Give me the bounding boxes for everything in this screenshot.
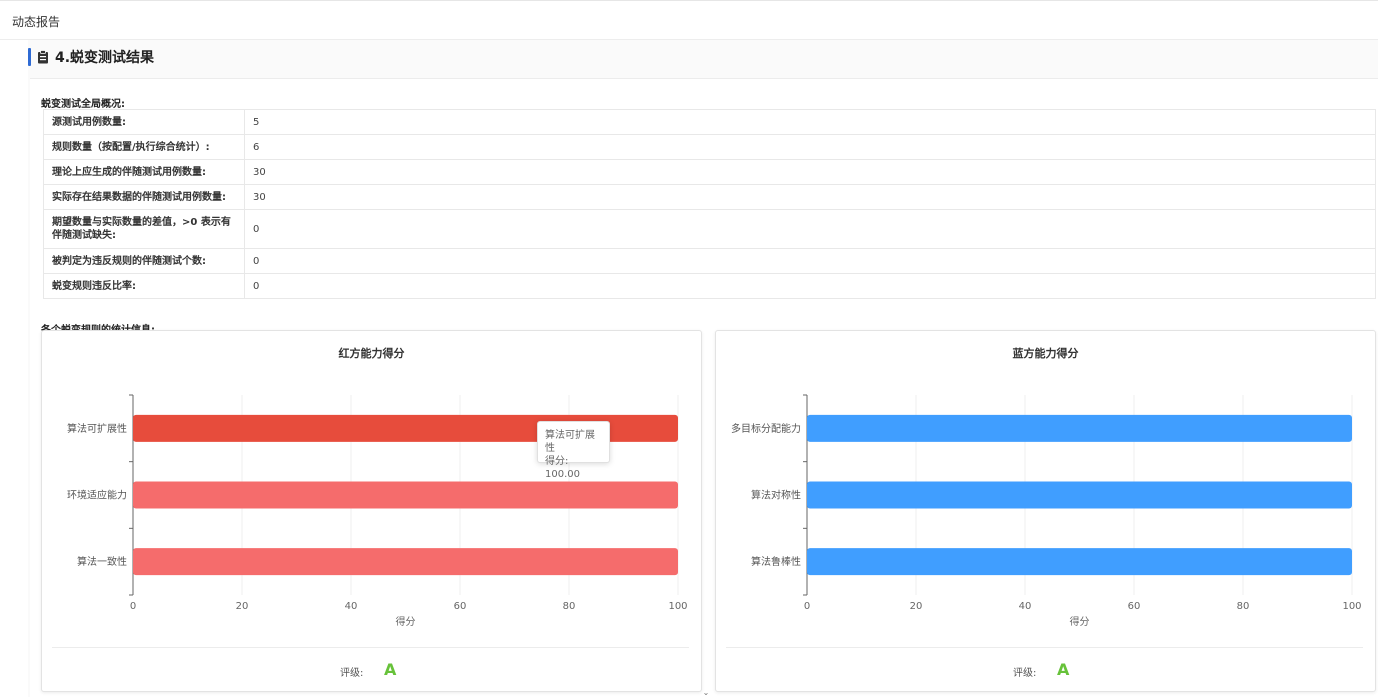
row-value: 0 <box>244 209 1376 249</box>
table-row: 实际存在结果数据的伴随测试用例数量: 30 <box>43 184 1376 210</box>
overview-label: 蜕变测试全局概况: <box>41 99 125 110</box>
x-tick-label: 0 <box>804 601 810 612</box>
category-label: 算法对称性 <box>751 489 801 502</box>
card-divider <box>52 647 689 648</box>
row-key: 实际存在结果数据的伴随测试用例数量: <box>43 184 245 210</box>
bar <box>807 548 1352 576</box>
card-divider <box>726 647 1363 648</box>
overview-table: 源测试用例数量: 5 规则数量（按配置/执行综合统计）: 6 理论上应生成的伴随测试用例… <box>43 109 1376 299</box>
table-row: 蜕变规则违反比率: 0 <box>43 273 1376 299</box>
table-row: 规则数量（按配置/执行综合统计）: 6 <box>43 134 1376 160</box>
x-tick-label: 100 <box>1342 601 1361 612</box>
category-label: 多目标分配能力 <box>731 422 801 435</box>
x-tick-label: 80 <box>563 601 576 612</box>
section-header: 4.蜕变测试结果 <box>28 48 154 66</box>
x-tick-label: 0 <box>130 601 136 612</box>
bar <box>133 548 678 576</box>
x-tick-label: 80 <box>1237 601 1250 612</box>
row-value: 30 <box>244 159 1376 185</box>
x-tick-label: 20 <box>236 601 249 612</box>
x-tick-label: 60 <box>454 601 467 612</box>
row-value: 30 <box>244 184 1376 210</box>
category-label: 算法可扩展性 <box>67 422 127 435</box>
grade-value: A <box>1057 660 1070 679</box>
category-label: 算法鲁棒性 <box>751 555 801 568</box>
chart-title: 红方能力得分 <box>338 347 405 360</box>
table-row: 理论上应生成的伴随测试用例数量: 30 <box>43 159 1376 185</box>
table-row: 期望数量与实际数量的差值，>0 表示有伴随测试缺失: 0 <box>43 209 1376 249</box>
section-accent-bar <box>28 48 31 66</box>
blue-score-chart-card: 蓝方能力得分 0 20 40 60 80 100 多目标分配能力算法对称性算法鲁棒性得分 评… <box>715 330 1376 692</box>
row-value: 6 <box>244 134 1376 160</box>
table-row: 被判定为违反规则的伴随测试个数: 0 <box>43 248 1376 274</box>
row-key: 源测试用例数量: <box>43 109 245 135</box>
tooltip-value: 得分: 100.00 <box>545 456 580 480</box>
chart-tooltip: 算法可扩展性 得分: 100.00 <box>537 421 610 480</box>
grade-label: 评级: <box>1013 668 1037 679</box>
document-icon <box>38 50 48 64</box>
x-tick-label: 40 <box>345 601 358 612</box>
top-bar: 动态报告 <box>0 0 1378 40</box>
row-key: 被判定为违反规则的伴随测试个数: <box>43 248 245 274</box>
row-key: 理论上应生成的伴随测试用例数量: <box>43 159 245 185</box>
page-title: 动态报告 <box>12 15 61 29</box>
x-axis-title: 得分 <box>1070 616 1090 628</box>
section-heading: 4.蜕变测试结果 <box>55 50 155 66</box>
category-label: 算法一致性 <box>77 555 127 568</box>
x-tick-label: 20 <box>910 601 923 612</box>
x-tick-label: 40 <box>1019 601 1032 612</box>
row-key: 蜕变规则违反比率: <box>43 273 245 299</box>
chart-title: 蓝方能力得分 <box>1012 347 1079 360</box>
x-tick-label: 100 <box>668 601 687 612</box>
row-key: 规则数量（按配置/执行综合统计）: <box>43 134 245 160</box>
row-value: 0 <box>244 273 1376 299</box>
grade-label: 评级: <box>340 668 364 679</box>
x-tick-label: 60 <box>1128 601 1141 612</box>
bar <box>133 481 678 509</box>
chevron-down-icon[interactable]: ⌄ <box>702 688 710 697</box>
row-key: 期望数量与实际数量的差值，>0 表示有伴随测试缺失: <box>43 209 245 249</box>
report-content: 4.蜕变测试结果 蜕变测试全局概况: 源测试用例数量: 5 规则数量（按配置/执行综… <box>28 40 1378 697</box>
bar <box>807 414 1352 442</box>
red-score-chart-card: 红方能力得分 0 20 40 60 80 100 算法可扩展性 环境适应能力 算法一致性 得分 算… <box>41 330 702 692</box>
table-row: 源测试用例数量: 5 <box>43 109 1376 135</box>
row-value: 5 <box>244 109 1376 135</box>
x-axis-title: 得分 <box>396 616 416 628</box>
category-label: 环境适应能力 <box>67 489 127 502</box>
row-value: 0 <box>244 248 1376 274</box>
tooltip-name: 算法可扩展性 <box>545 430 595 454</box>
bar <box>807 481 1352 509</box>
grade-value: A <box>384 660 397 679</box>
